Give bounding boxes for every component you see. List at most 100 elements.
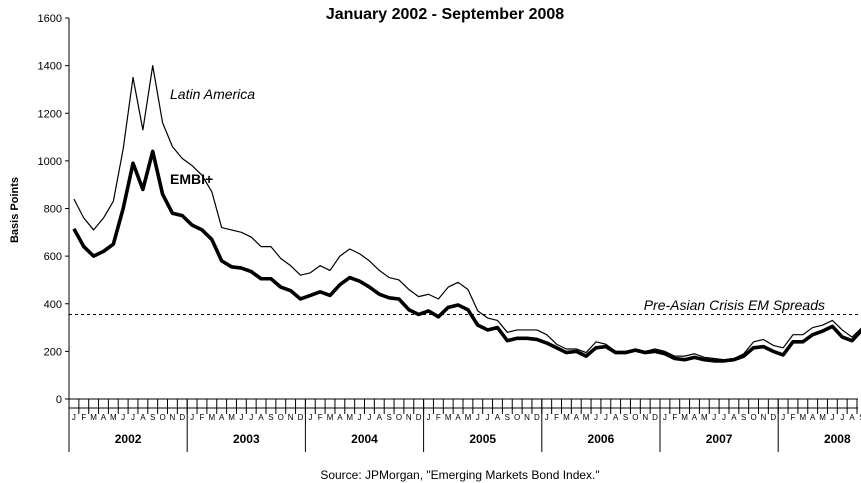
x-month-label: M (327, 413, 334, 422)
x-month-label: M (445, 413, 452, 422)
x-month-label: M (583, 413, 590, 422)
pre-asian-crisis-label: Pre-Asian Crisis EM Spreads (644, 297, 825, 313)
x-month-label: J (367, 413, 371, 422)
x-month-label: M (346, 413, 353, 422)
x-month-label: J (131, 413, 135, 422)
x-month-label: A (455, 413, 461, 422)
x-month-label: N (170, 413, 176, 422)
x-month-label: A (692, 413, 698, 422)
x-month-label: F (200, 413, 205, 422)
x-month-label: S (859, 413, 861, 422)
y-tick-label: 200 (44, 346, 62, 358)
y-axis: 0 200 400 600 800 1000 1200 1400 1600 (38, 13, 70, 406)
x-month-label: D (179, 413, 185, 422)
x-month-label: S (386, 413, 391, 422)
x-month-label: J (427, 413, 431, 422)
x-month-label: O (278, 413, 284, 422)
x-month-label: J (830, 413, 834, 422)
x-month-label: F (554, 413, 559, 422)
y-tick-label: 1000 (38, 156, 62, 168)
x-month-label: M (681, 413, 688, 422)
x-month-label: A (574, 413, 580, 422)
x-month-label: M (228, 413, 235, 422)
x-month-label: S (505, 413, 510, 422)
x-month-label: S (741, 413, 746, 422)
x-month-label: J (486, 413, 490, 422)
x-year-label: 2002 (115, 432, 142, 446)
x-month-label: A (377, 413, 383, 422)
x-month-label: D (652, 413, 658, 422)
x-month-label: J (358, 413, 362, 422)
x-month-label: J (308, 413, 312, 422)
source-note: Source: JPMorgan, "Emerging Markets Bond… (320, 468, 599, 482)
x-month-label: A (495, 413, 501, 422)
x-month-label: O (514, 413, 520, 422)
x-month-label: N (524, 413, 530, 422)
x-month-label: N (761, 413, 767, 422)
y-tick-label: 600 (44, 251, 62, 263)
x-month-label: M (819, 413, 826, 422)
y-tick-label: 800 (44, 204, 62, 216)
x-month-label: A (810, 413, 816, 422)
x-month-label: J (121, 413, 125, 422)
x-month-label: F (81, 413, 86, 422)
x-month-label: A (258, 413, 264, 422)
x-month-label: D (770, 413, 776, 422)
series-group (72, 65, 861, 363)
y-axis-label: Basis Points (9, 177, 21, 243)
latin-america-annotation: Latin America (170, 86, 255, 102)
x-month-label: M (465, 413, 472, 422)
latin-america-series-line (73, 65, 861, 361)
x-month-label: J (663, 413, 667, 422)
x-month-label: J (239, 413, 243, 422)
y-tick-label: 1600 (38, 13, 62, 25)
x-month-label: N (642, 413, 648, 422)
x-month-label: F (791, 413, 796, 422)
y-tick-label: 1200 (38, 108, 62, 120)
x-month-label: F (672, 413, 677, 422)
x-month-label: S (623, 413, 628, 422)
x-month-label: N (288, 413, 294, 422)
x-month-label: J (712, 413, 716, 422)
x-month-label: O (159, 413, 165, 422)
y-tick-label: 400 (44, 299, 62, 311)
x-year-label: 2003 (233, 432, 260, 446)
x-month-label: M (110, 413, 117, 422)
x-year-label: 2005 (469, 432, 496, 446)
x-month-label: J (190, 413, 194, 422)
x-month-label: M (701, 413, 708, 422)
x-month-label: O (750, 413, 756, 422)
x-month-label: M (90, 413, 97, 422)
x-month-label: F (436, 413, 441, 422)
x-month-label: S (268, 413, 273, 422)
x-month-label: J (476, 413, 480, 422)
x-month-label: J (781, 413, 785, 422)
x-month-label: M (799, 413, 806, 422)
x-month-label: J (840, 413, 844, 422)
x-month-label: O (632, 413, 638, 422)
x-year-label: 2004 (351, 432, 378, 446)
x-month-label: J (604, 413, 608, 422)
x-month-label: D (534, 413, 540, 422)
x-month-label: J (594, 413, 598, 422)
x-month-label: J (72, 413, 76, 422)
x-month-label: M (563, 413, 570, 422)
x-month-label: A (731, 413, 737, 422)
embi-annotation: EMBI+ (170, 171, 213, 187)
x-month-label: J (545, 413, 549, 422)
x-month-label: A (337, 413, 343, 422)
x-year-label: 2007 (706, 432, 733, 446)
x-month-label: D (416, 413, 422, 422)
x-month-label: D (298, 413, 304, 422)
x-month-label: A (219, 413, 225, 422)
x-month-label: J (249, 413, 253, 422)
chart-title: January 2002 - September 2008 (326, 6, 564, 23)
x-year-label: 2006 (588, 432, 615, 446)
x-month-label: F (318, 413, 323, 422)
y-tick-label: 1400 (38, 61, 62, 73)
x-month-label: A (849, 413, 855, 422)
x-month-label: M (208, 413, 215, 422)
x-month-label: O (396, 413, 402, 422)
